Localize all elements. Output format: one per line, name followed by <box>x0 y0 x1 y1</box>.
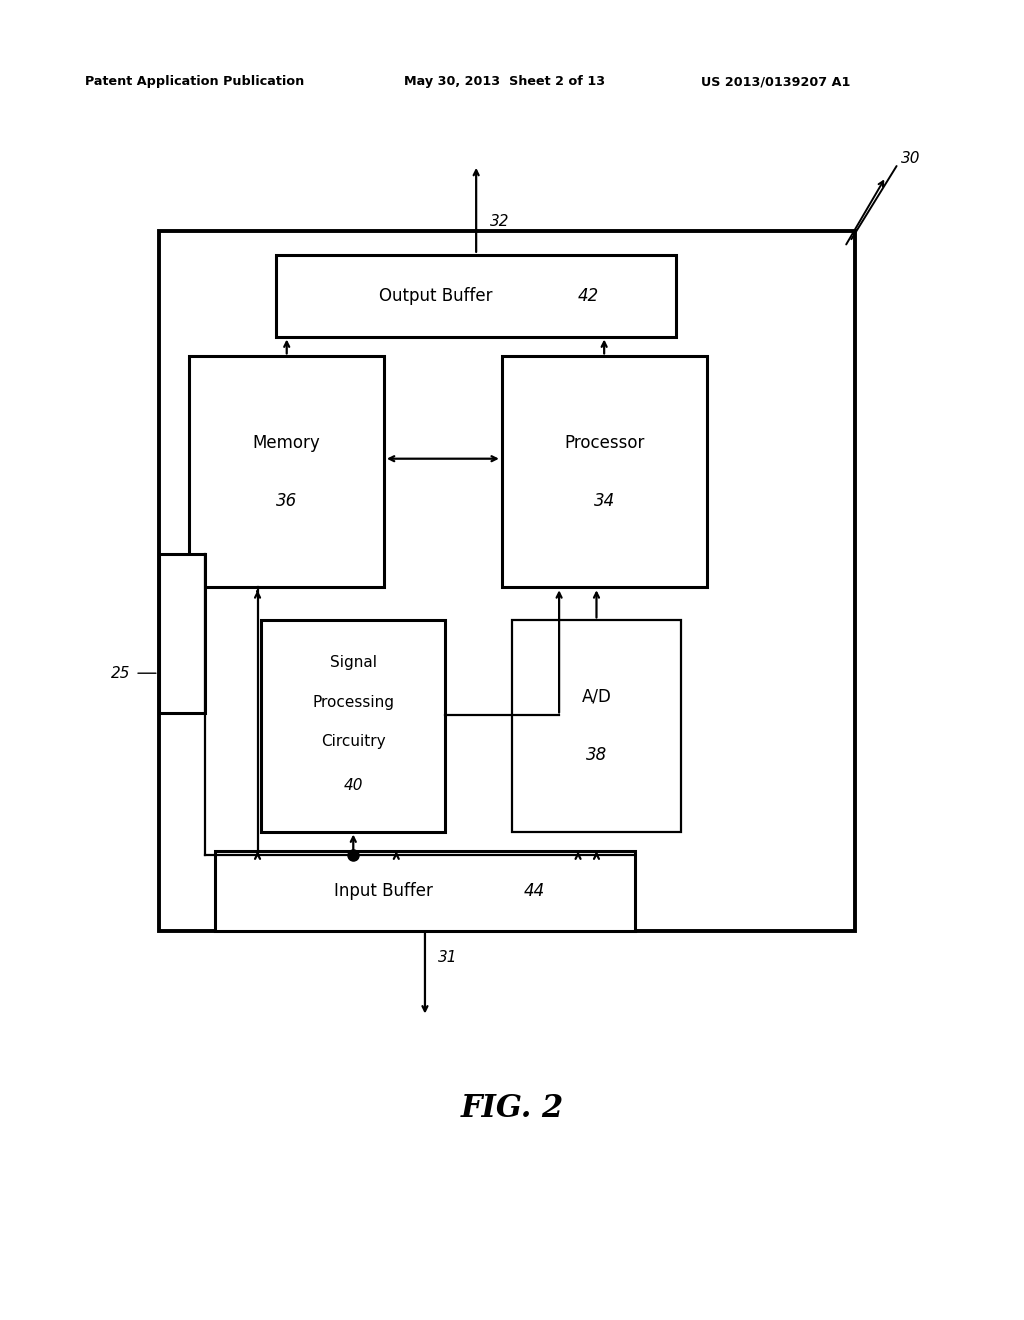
Text: 40: 40 <box>343 777 364 793</box>
Text: 30: 30 <box>901 150 921 166</box>
Bar <box>159 231 855 931</box>
Text: Memory: Memory <box>253 434 321 451</box>
Text: Processor: Processor <box>564 434 644 451</box>
Text: 42: 42 <box>578 286 599 305</box>
Text: 25: 25 <box>111 665 130 681</box>
Text: FIG. 2: FIG. 2 <box>461 1093 563 1125</box>
Text: May 30, 2013  Sheet 2 of 13: May 30, 2013 Sheet 2 of 13 <box>404 75 605 88</box>
Bar <box>276 255 676 337</box>
Text: 38: 38 <box>586 746 607 764</box>
Bar <box>215 851 635 931</box>
Bar <box>261 620 445 832</box>
Text: A/D: A/D <box>582 688 611 706</box>
Text: 44: 44 <box>523 882 545 900</box>
Text: 32: 32 <box>489 214 509 230</box>
Text: 31: 31 <box>438 949 458 965</box>
Bar <box>189 356 384 587</box>
Text: 36: 36 <box>276 492 297 510</box>
Text: Patent Application Publication: Patent Application Publication <box>85 75 304 88</box>
Bar <box>512 620 681 832</box>
Text: Circuitry: Circuitry <box>321 734 386 750</box>
Text: Input Buffer: Input Buffer <box>334 882 432 900</box>
Text: 34: 34 <box>594 492 614 510</box>
Bar <box>159 554 205 713</box>
Text: US 2013/0139207 A1: US 2013/0139207 A1 <box>701 75 851 88</box>
Text: Signal: Signal <box>330 655 377 671</box>
Text: Output Buffer: Output Buffer <box>380 286 493 305</box>
Text: Processing: Processing <box>312 694 394 710</box>
Bar <box>502 356 707 587</box>
